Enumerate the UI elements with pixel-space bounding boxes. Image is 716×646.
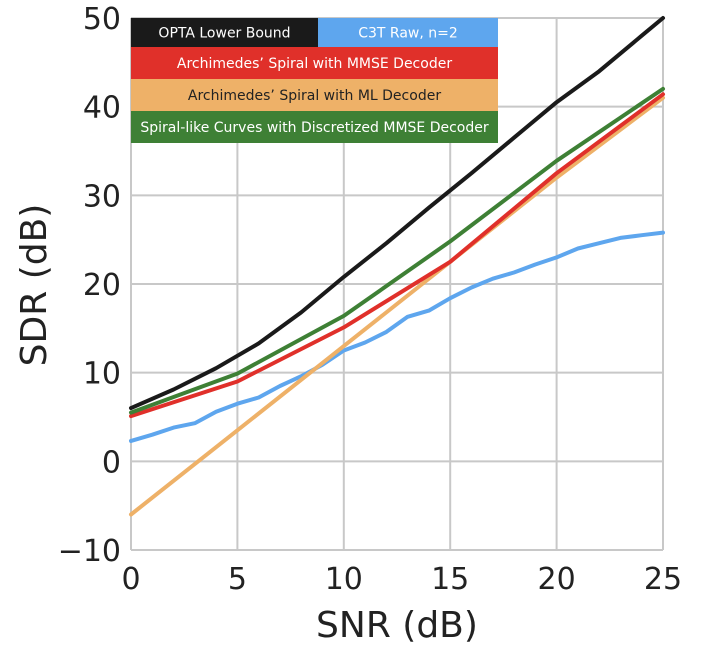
x-tick-label: 0 — [121, 562, 140, 597]
x-tick-label: 20 — [538, 562, 576, 597]
y-tick-label: 10 — [83, 357, 121, 392]
legend-label: Archimedes’ Spiral with ML Decoder — [188, 88, 441, 104]
series-line — [131, 233, 663, 441]
legend-label: C3T Raw, n=2 — [358, 26, 458, 42]
x-tick-label: 15 — [431, 562, 469, 597]
series-line — [131, 98, 663, 515]
x-axis-label: SNR (dB) — [316, 605, 478, 646]
y-tick-label: 20 — [83, 268, 121, 303]
legend-label: Spiral-like Curves with Discretized MMSE… — [140, 120, 488, 136]
y-axis-label: SDR (dB) — [14, 204, 55, 367]
x-tick-label: 25 — [644, 562, 682, 597]
legend-label: Archimedes’ Spiral with MMSE Decoder — [177, 56, 452, 72]
legend-label: OPTA Lower Bound — [158, 26, 290, 42]
x-tick-label: 5 — [228, 562, 247, 597]
legend: OPTA Lower Bound C3T Raw, n=2 Archimedes’ … — [131, 18, 498, 143]
y-tick-label: 0 — [102, 445, 121, 480]
y-tick-label: 50 — [83, 2, 121, 37]
y-tick-label: 40 — [83, 91, 121, 126]
y-tick-label: −10 — [58, 534, 121, 569]
y-tick-label: 30 — [83, 179, 121, 214]
x-tick-label: 10 — [325, 562, 363, 597]
